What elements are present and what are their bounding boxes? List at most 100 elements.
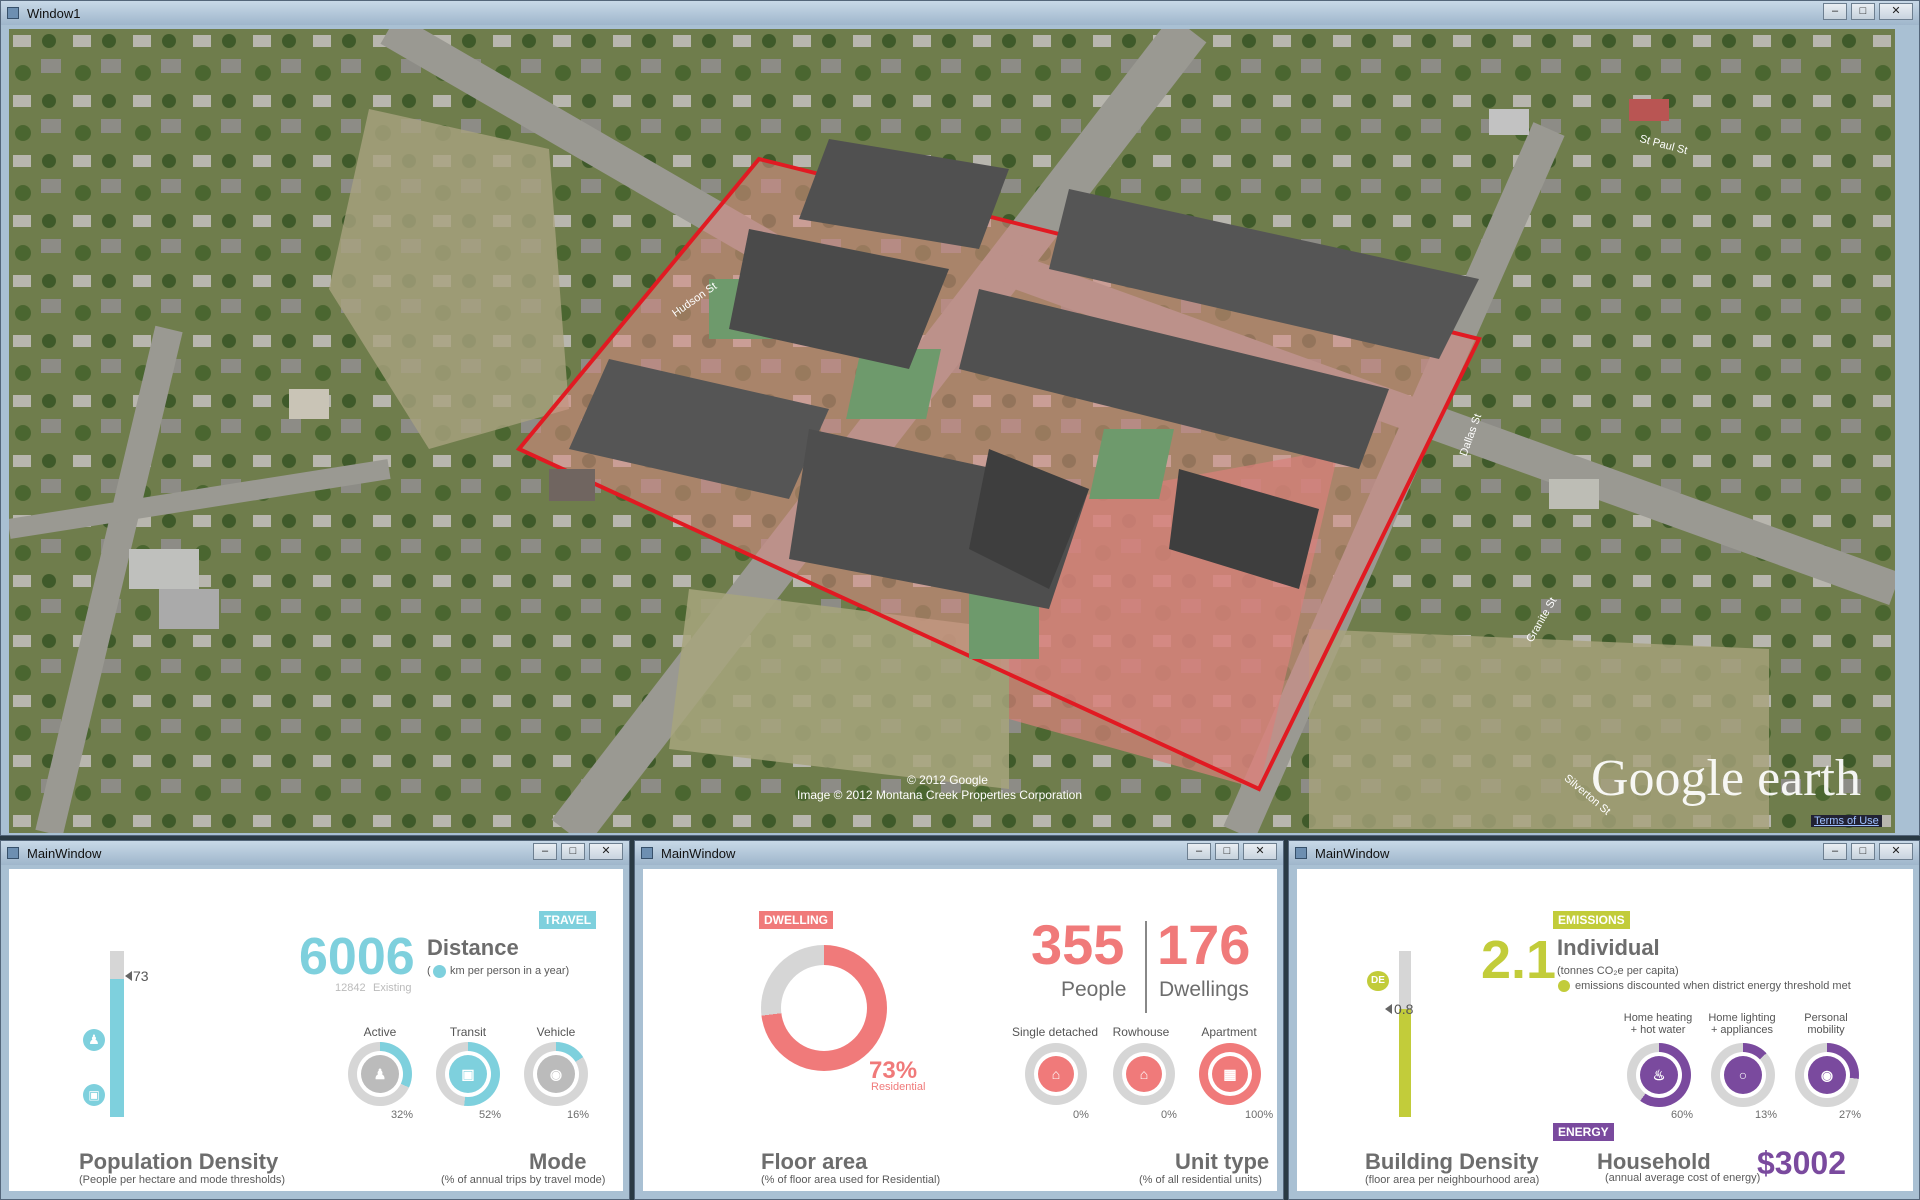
- de-note-icon: [1558, 980, 1570, 992]
- maximize-button[interactable]: □: [1215, 843, 1239, 860]
- close-button[interactable]: ✕: [589, 843, 623, 860]
- category-label-heating: Home heating + hot water: [1623, 1012, 1693, 1036]
- house-icon: ⌂: [1038, 1056, 1074, 1092]
- car-icon: ◉: [537, 1055, 575, 1093]
- emissions-tag: EMISSIONS: [1553, 911, 1630, 929]
- distance-paren: (: [427, 965, 431, 977]
- minimize-button[interactable]: –: [533, 843, 557, 860]
- building-density-slider[interactable]: [1399, 951, 1411, 1117]
- distance-subtitle: km per person in a year): [450, 965, 570, 977]
- mode-ring-active[interactable]: ♟: [348, 1042, 412, 1106]
- individual-value: 2.1: [1481, 930, 1557, 990]
- window-icon: [641, 847, 653, 859]
- mode-title: Mode: [529, 1149, 587, 1174]
- close-button[interactable]: ✕: [1879, 843, 1913, 860]
- maximize-button[interactable]: □: [561, 843, 585, 860]
- existing-label: Existing: [373, 982, 412, 994]
- person-icon: [433, 965, 446, 978]
- dwelling-window-titlebar[interactable]: MainWindow – □ ✕: [635, 841, 1283, 865]
- close-button[interactable]: ✕: [1879, 3, 1913, 20]
- walk-threshold-icon[interactable]: ♟: [83, 1029, 105, 1051]
- category-ring-lighting[interactable]: ○: [1711, 1043, 1775, 1107]
- map-copyright: © 2012 Google: [907, 773, 988, 787]
- mode-pct-transit: 52%: [479, 1109, 502, 1121]
- travel-window-titlebar[interactable]: MainWindow – □ ✕: [1, 841, 629, 865]
- flame-icon: ♨: [1640, 1056, 1678, 1094]
- people-label: People: [1061, 978, 1127, 1001]
- unit-type-title: Unit type: [1175, 1149, 1270, 1174]
- category-pct-lighting: 13%: [1755, 1109, 1778, 1121]
- window-icon: [1295, 847, 1307, 859]
- close-button[interactable]: ✕: [1243, 843, 1277, 860]
- category-ring-heating[interactable]: ♨: [1627, 1043, 1691, 1107]
- slider-value: 73: [133, 968, 149, 984]
- dwelling-tag: DWELLING: [759, 911, 833, 929]
- unit-ring-single[interactable]: ⌂: [1025, 1043, 1087, 1105]
- bus-threshold-icon[interactable]: ▣: [83, 1084, 105, 1106]
- google-earth-logo: Google earth: [1591, 750, 1862, 807]
- minimize-button[interactable]: –: [1823, 843, 1847, 860]
- floor-area-title: Floor area: [761, 1149, 868, 1174]
- mode-pct-active: 32%: [391, 1109, 414, 1121]
- mode-ring-vehicle[interactable]: ◉: [524, 1042, 588, 1106]
- slider-handle[interactable]: [1385, 1004, 1392, 1014]
- walk-icon: ♟: [361, 1055, 399, 1093]
- category-ring-mobility[interactable]: ◉: [1795, 1043, 1859, 1107]
- rowhouse-icon: ⌂: [1126, 1056, 1162, 1092]
- maximize-button[interactable]: □: [1851, 843, 1875, 860]
- unit-type-subtitle: (% of all residential units): [1139, 1174, 1262, 1186]
- mode-label-transit: Transit: [449, 1025, 487, 1039]
- existing-value: 12842: [335, 982, 366, 994]
- apartment-icon: ▦: [1212, 1056, 1248, 1092]
- emissions-window-titlebar[interactable]: MainWindow – □ ✕: [1289, 841, 1919, 865]
- unit-label-rowhouse: Rowhouse: [1112, 1025, 1170, 1039]
- household-subtitle: (annual average cost of energy): [1605, 1172, 1761, 1184]
- main-window-title: Window1: [27, 5, 81, 21]
- window-icon: [7, 847, 19, 859]
- individual-subtitle: (tonnes CO₂e per capita): [1557, 965, 1679, 977]
- population-density-subtitle: (People per hectare and mode thresholds): [79, 1174, 286, 1186]
- slider-handle[interactable]: [125, 971, 132, 981]
- minimize-button[interactable]: –: [1823, 3, 1847, 20]
- travel-window-title: MainWindow: [27, 845, 102, 861]
- energy-tag: ENERGY: [1553, 1123, 1614, 1141]
- emissions-panel: EMISSIONS 0.8 DE 2.1 Individual (tonnes …: [1297, 869, 1913, 1191]
- population-density-slider[interactable]: [110, 951, 124, 1117]
- unit-pct-rowhouse: 0%: [1161, 1109, 1177, 1121]
- residential-pct: 73%: [869, 1057, 918, 1084]
- map-image-credit: Image © 2012 Montana Creek Properties Co…: [797, 788, 1082, 802]
- unit-ring-rowhouse[interactable]: ⌂: [1113, 1043, 1175, 1105]
- dwelling-window: MainWindow – □ ✕ DWELLING 73% Residentia…: [634, 840, 1284, 1200]
- slider-value: 0.8: [1394, 1001, 1414, 1017]
- mode-label-vehicle: Vehicle: [536, 1025, 576, 1039]
- terms-of-use-link[interactable]: Terms of Use: [1811, 815, 1882, 827]
- district-energy-marker[interactable]: DE: [1367, 971, 1389, 991]
- category-pct-heating: 60%: [1671, 1109, 1694, 1121]
- map-view[interactable]: Dallas St Granite St St Paul St Silverto…: [9, 29, 1895, 833]
- bus-icon: ▣: [449, 1055, 487, 1093]
- main-window-titlebar[interactable]: Window1 – □ ✕: [1, 1, 1919, 25]
- unit-ring-apartment[interactable]: ▦: [1199, 1043, 1261, 1105]
- household-value: $3002: [1757, 1145, 1846, 1181]
- mode-ring-transit[interactable]: ▣: [436, 1042, 500, 1106]
- building-density-subtitle: (floor area per neighbourhood area): [1365, 1174, 1540, 1186]
- distance-label: Distance: [427, 935, 519, 960]
- category-label-mobility: Personal mobility: [1804, 1012, 1848, 1036]
- minimize-button[interactable]: –: [1187, 843, 1211, 860]
- mode-subtitle: (% of annual trips by travel mode): [441, 1174, 606, 1186]
- building-density-title: Building Density: [1365, 1149, 1539, 1174]
- maximize-button[interactable]: □: [1851, 3, 1875, 20]
- category-pct-mobility: 27%: [1839, 1109, 1862, 1121]
- residential-donut-chart[interactable]: [761, 945, 887, 1071]
- stat-divider: [1145, 921, 1147, 1013]
- dwelling-window-title: MainWindow: [661, 845, 736, 861]
- aerial-map: [9, 29, 1895, 833]
- mode-label-active: Active: [363, 1025, 397, 1039]
- unit-label-single: Single detached: [1011, 1025, 1099, 1039]
- travel-panel: TRAVEL 73 ♟ ▣ 6006 Distance ( km per per…: [9, 869, 623, 1191]
- people-value: 355: [1031, 913, 1125, 976]
- main-window: Window1 – □ ✕: [0, 0, 1920, 836]
- unit-pct-apartment: 100%: [1245, 1109, 1274, 1121]
- individual-note: emissions discounted when district energ…: [1575, 980, 1851, 992]
- distance-value: 6006: [299, 928, 415, 986]
